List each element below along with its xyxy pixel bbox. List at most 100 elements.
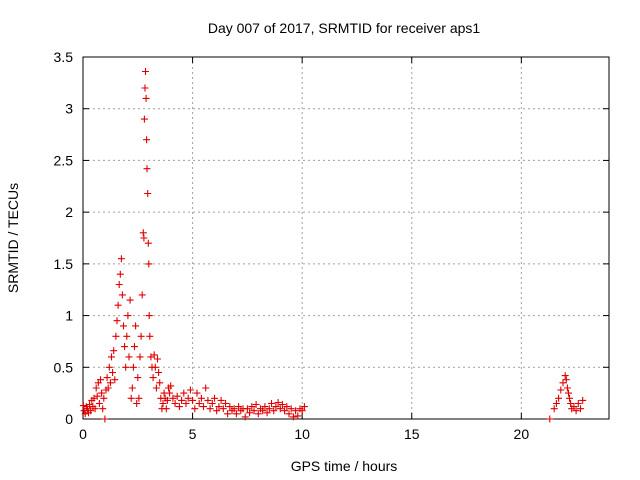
data-point	[97, 376, 104, 384]
data-point	[274, 399, 282, 406]
data-point	[250, 407, 258, 415]
data-point	[92, 384, 100, 392]
data-point	[265, 405, 273, 413]
data-point	[215, 403, 223, 411]
data-point	[142, 68, 149, 75]
data-point	[140, 115, 148, 123]
data-point	[226, 403, 234, 411]
data-point	[246, 409, 254, 417]
data-point	[213, 407, 221, 415]
data-point	[118, 291, 126, 299]
data-point	[140, 234, 148, 242]
data-point	[180, 389, 188, 397]
data-point	[103, 374, 111, 382]
data-point	[171, 400, 179, 407]
y-tick-label: 0	[65, 411, 73, 427]
data-point	[232, 410, 240, 418]
data-point	[129, 363, 137, 371]
data-point	[298, 407, 306, 415]
y-tick-label: 2.5	[54, 152, 74, 168]
x-tick-label: 0	[79, 426, 87, 442]
data-point	[108, 353, 115, 361]
data-point	[552, 400, 560, 407]
x-tick-label: 20	[514, 426, 530, 442]
data-point	[137, 332, 145, 340]
y-axis-label: SRMTID / TECUs	[5, 183, 21, 293]
data-point	[579, 396, 587, 404]
data-point	[162, 405, 170, 413]
data-point	[276, 405, 284, 413]
data-point	[202, 384, 210, 392]
data-point	[114, 301, 122, 309]
data-point	[120, 322, 127, 330]
data-point	[175, 403, 183, 411]
data-point	[91, 405, 99, 413]
data-point	[150, 351, 158, 359]
data-point	[122, 363, 130, 371]
data-point	[570, 403, 578, 411]
data-point	[577, 405, 584, 413]
data-point	[300, 403, 308, 411]
data-point	[105, 363, 113, 371]
data-point	[100, 394, 108, 402]
data-point	[285, 410, 293, 418]
data-point	[79, 402, 87, 410]
grid-lines	[83, 57, 609, 419]
x-tick-label: 10	[294, 426, 310, 442]
data-point	[566, 394, 573, 402]
data-point	[254, 410, 262, 418]
data-point	[565, 389, 572, 397]
data-point	[561, 372, 569, 380]
data-point	[146, 332, 154, 340]
data-point	[110, 347, 118, 355]
data-point	[126, 296, 134, 304]
data-point	[200, 403, 207, 411]
data-point	[572, 407, 580, 415]
data-point	[127, 394, 135, 402]
data-point	[95, 400, 103, 407]
data-point	[278, 401, 286, 408]
x-axis-label: GPS time / hours	[291, 458, 398, 474]
data-point	[557, 386, 565, 394]
plot-frame	[82, 56, 610, 420]
data-point	[292, 407, 300, 415]
data-point	[195, 400, 203, 407]
data-point	[219, 405, 227, 413]
data-point	[173, 392, 181, 400]
data-point	[143, 165, 151, 173]
data-point	[106, 379, 114, 387]
data-point	[235, 403, 243, 411]
data-point	[272, 403, 280, 411]
data-point	[132, 322, 140, 330]
data-point	[142, 94, 150, 102]
y-tick-label: 3	[65, 101, 73, 117]
data-point	[241, 413, 249, 421]
data-point	[283, 403, 291, 411]
data-point	[186, 386, 194, 394]
data-point	[141, 84, 149, 92]
data-point	[261, 403, 269, 411]
data-point	[152, 384, 160, 392]
y-tick-label: 1	[65, 308, 73, 324]
data-point	[149, 374, 157, 382]
data-point	[270, 407, 278, 415]
data-point	[559, 379, 567, 387]
data-point	[145, 260, 153, 268]
data-point	[289, 413, 297, 421]
data-point	[111, 376, 119, 384]
data-point	[191, 405, 199, 413]
data-point	[155, 369, 163, 376]
data-point	[81, 410, 89, 418]
data-point	[134, 374, 142, 382]
data-point	[109, 369, 117, 376]
data-point	[550, 405, 558, 413]
y-tick-label: 3.5	[54, 49, 74, 65]
data-point	[294, 412, 302, 420]
data-point	[156, 379, 164, 387]
data-point	[193, 389, 201, 397]
data-point	[123, 332, 131, 340]
data-point	[87, 407, 95, 415]
y-tick-label: 0.5	[54, 359, 74, 375]
data-point	[248, 403, 256, 411]
